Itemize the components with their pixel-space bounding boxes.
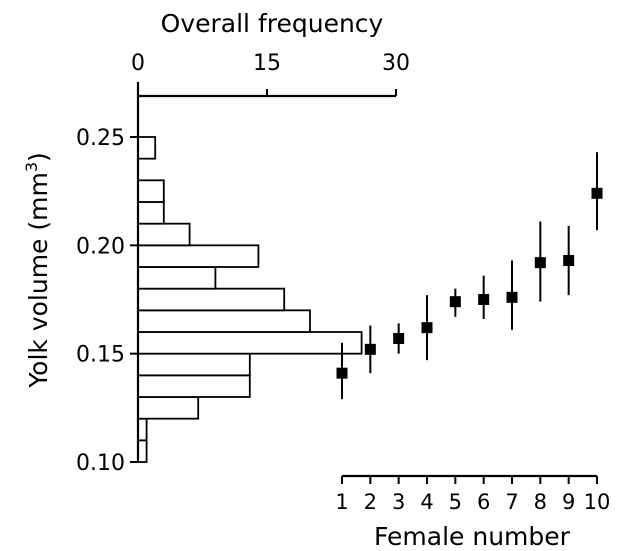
- y-axis-title: Yolk volume (mm3): [22, 152, 53, 389]
- y-tick-label: 0.25: [76, 126, 125, 151]
- y-tick-label: 0.20: [76, 234, 125, 259]
- histogram-group: [137, 136, 363, 463]
- histogram-bar: [137, 266, 217, 290]
- histogram-bar: [137, 244, 260, 268]
- histogram-bar: [137, 179, 165, 203]
- histogram-bar: [137, 222, 191, 247]
- y-axis-title-close: ): [24, 152, 53, 162]
- data-point: [421, 322, 433, 334]
- histogram-bar: [137, 396, 200, 420]
- histogram-bar: [137, 309, 311, 333]
- bottom-tick-label: 10: [584, 490, 611, 514]
- histogram-bar: [137, 417, 148, 442]
- data-point: [478, 294, 490, 305]
- top-tick-label: 15: [253, 51, 281, 76]
- data-point: [506, 291, 518, 303]
- histogram-bar: [137, 331, 363, 355]
- bottom-axis-title: Female number: [374, 522, 571, 551]
- histogram-bar: [137, 287, 286, 312]
- bottom-tick-label: 9: [562, 490, 575, 514]
- bottom-tick-label: 8: [534, 490, 547, 514]
- y-axis-title-main: Yolk volume (mm: [24, 172, 53, 389]
- histogram-bar: [137, 136, 157, 160]
- axes-group: 0.10 0.15 0.20 0.25 0 15 30 1 2 3 4 5 6 7 8 9 10: [76, 51, 610, 514]
- bottom-tick-label: 7: [505, 490, 518, 514]
- data-point: [336, 367, 348, 379]
- data-point: [563, 255, 575, 266]
- top-tick-label: 30: [382, 51, 410, 76]
- bottom-tick-label: 2: [364, 490, 377, 514]
- bottom-tick-label: 3: [392, 490, 405, 514]
- top-tick-label: 0: [131, 51, 145, 76]
- data-point: [534, 257, 546, 269]
- histogram-bar: [137, 352, 251, 377]
- bottom-tick-label: 5: [449, 490, 462, 514]
- y-tick-label: 0.15: [76, 343, 125, 368]
- scatter-group: [336, 152, 603, 400]
- bottom-tick-label: 6: [477, 490, 490, 514]
- histogram-bar: [137, 374, 251, 398]
- histogram-bar: [137, 201, 165, 225]
- top-axis-title: Overall frequency: [161, 9, 384, 38]
- data-point: [364, 343, 376, 355]
- data-point: [591, 187, 603, 199]
- bottom-tick-label: 1: [335, 490, 348, 514]
- data-point: [449, 296, 461, 308]
- data-point: [393, 333, 405, 344]
- y-tick-label: 0.10: [76, 451, 125, 476]
- y-axis-title-superscript: 3: [22, 162, 41, 172]
- histogram-bar: [137, 439, 148, 463]
- bottom-tick-label: 4: [420, 490, 433, 514]
